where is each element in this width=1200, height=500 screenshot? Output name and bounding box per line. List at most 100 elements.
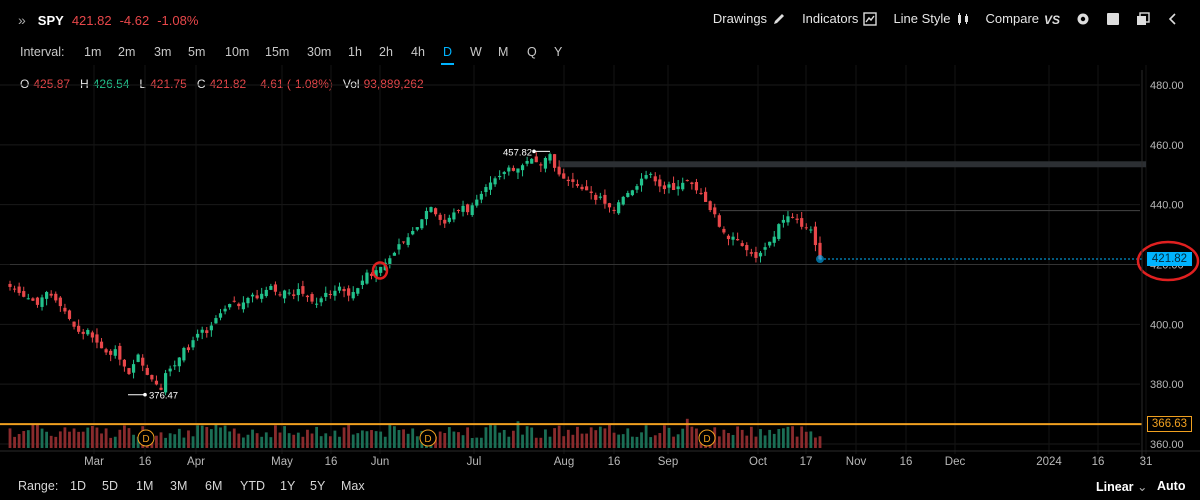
volume-bar (205, 426, 209, 448)
volume-bar (155, 435, 158, 448)
candle-body (649, 173, 653, 175)
range-1d[interactable]: 1D (70, 479, 86, 493)
change-value: -4.61 (-1.08%) (256, 77, 333, 91)
volume-bar (484, 427, 488, 448)
price-axis: 480.00460.00440.00420.00400.00380.00360.… (1141, 70, 1184, 464)
volume-bar (466, 427, 470, 448)
drawings-button[interactable]: Drawings (713, 11, 786, 26)
symbol-header: » SPY 421.82 -4.62 -1.08% (18, 12, 198, 28)
candle-body (273, 284, 278, 292)
candle-body (81, 331, 85, 334)
window-icon[interactable] (1106, 12, 1120, 26)
volume-bar (113, 436, 117, 448)
volume-bar (809, 431, 813, 448)
range-5d[interactable]: 5D (102, 479, 118, 493)
compare-button[interactable]: Compare VS (986, 11, 1060, 26)
volume-bar (347, 423, 351, 448)
volume-bar (635, 436, 639, 448)
candle-body (635, 186, 639, 190)
x-tick-label: 2024 (1036, 456, 1062, 468)
volume-bar (804, 431, 808, 448)
auto-scale-button[interactable]: Auto (1157, 479, 1186, 493)
indicators-button[interactable]: Indicators (802, 11, 878, 26)
svg-text:VS: VS (1044, 13, 1060, 26)
volume-bar (182, 437, 186, 448)
interval-15m[interactable]: 15m (265, 45, 290, 59)
interval-d[interactable]: D (440, 45, 455, 65)
volume-bar (722, 429, 726, 448)
candle-body (305, 295, 310, 298)
versus-icon: VS (1044, 13, 1060, 26)
y-tick-label: 460.00 (1150, 140, 1184, 152)
volume-bar (164, 437, 167, 448)
range-3m[interactable]: 3M (170, 479, 188, 493)
interval-1m[interactable]: 1m (84, 45, 102, 59)
volume-bar (576, 426, 579, 448)
symbol-name[interactable]: SPY (37, 12, 64, 28)
close-value: 421.82 (209, 77, 247, 91)
copy-layout-icon[interactable] (1136, 11, 1150, 26)
range-1m[interactable]: 1M (136, 479, 154, 493)
volume-bar (145, 434, 149, 448)
volume-bar (191, 436, 195, 448)
volume-bar (749, 426, 753, 448)
volume-bar (717, 436, 721, 448)
collapse-chevron-icon[interactable] (1166, 12, 1180, 26)
volume-bar (589, 427, 593, 448)
interval-2h[interactable]: 2h (379, 45, 393, 59)
volume-bar (68, 431, 71, 448)
last-price-box: 421.82 (1147, 252, 1192, 267)
volume-bar (127, 428, 131, 448)
candle-body (781, 219, 785, 223)
volume-bar (136, 436, 140, 448)
interval-1h[interactable]: 1h (348, 45, 362, 59)
interval-3m[interactable]: 3m (154, 45, 172, 59)
low-label: L (139, 77, 147, 91)
interval-10m[interactable]: 10m (225, 45, 250, 59)
volume-bar (516, 421, 520, 448)
expand-chevrons-icon[interactable]: » (18, 12, 26, 28)
open-label: O (20, 77, 30, 91)
volume-bar (232, 428, 236, 448)
range-max[interactable]: Max (341, 479, 365, 493)
candle-body (447, 217, 451, 222)
interval-4h[interactable]: 4h (411, 45, 425, 59)
interval-2m[interactable]: 2m (118, 45, 136, 59)
candle-body (145, 367, 149, 375)
volume-bar (237, 433, 241, 448)
range-6m[interactable]: 6M (205, 479, 223, 493)
volume-bar (173, 434, 177, 448)
scale-select[interactable]: Linear ⌄ (1096, 479, 1147, 494)
volume-bar (626, 428, 630, 448)
volume-bar (452, 431, 456, 448)
candle-body (795, 218, 799, 220)
interval-5m[interactable]: 5m (188, 45, 206, 59)
range-5y[interactable]: 5Y (310, 479, 326, 493)
candle-body (763, 247, 767, 250)
range-ytd[interactable]: YTD (240, 479, 265, 493)
candle-body (603, 194, 607, 204)
interval-m[interactable]: M (498, 45, 509, 59)
candle-body (159, 387, 163, 390)
volume-bar (425, 436, 428, 448)
volume-bar (338, 436, 341, 448)
interval-y[interactable]: Y (554, 45, 563, 59)
interval-q[interactable]: Q (527, 45, 537, 59)
candle-body (54, 293, 58, 301)
settings-gear-icon[interactable] (1076, 12, 1090, 26)
candle-body (415, 227, 419, 230)
volume-bar (214, 424, 218, 448)
candle-body (99, 341, 104, 349)
interval-30m[interactable]: 30m (307, 45, 332, 59)
interval-w[interactable]: W (470, 45, 482, 59)
scale-value: Linear (1096, 480, 1134, 494)
candle-body (191, 340, 195, 348)
line-style-button[interactable]: Line Style (893, 11, 969, 26)
candle-body (269, 286, 273, 290)
candle-body (49, 293, 53, 296)
candle-body (141, 357, 145, 366)
range-1y[interactable]: 1Y (280, 479, 296, 493)
candle-body (571, 179, 575, 182)
volume-bar (54, 436, 58, 448)
